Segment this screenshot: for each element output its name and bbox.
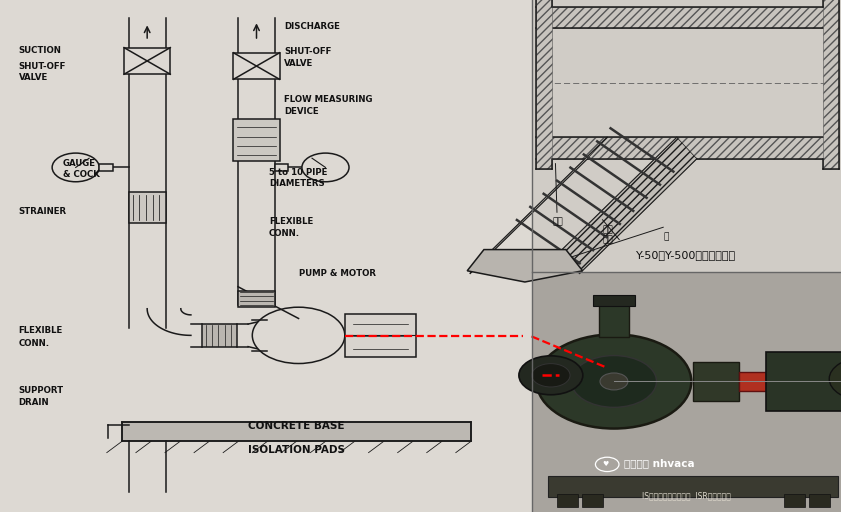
Text: VALVE: VALVE (19, 73, 48, 82)
Bar (202, 324, 237, 347)
Text: CONN.: CONN. (269, 229, 300, 238)
Circle shape (252, 307, 345, 364)
Bar (532, 0, 841, 272)
Bar (532, 272, 841, 512)
Text: SHUT-OFF: SHUT-OFF (19, 61, 66, 71)
Text: 微信号： nhvaca: 微信号： nhvaca (624, 458, 695, 468)
Bar (693, 362, 739, 401)
Text: Y-50～Y-500过滤器的结构: Y-50～Y-500过滤器的结构 (636, 249, 737, 260)
Bar (536, 13, 839, 262)
Text: & COCK: & COCK (63, 170, 100, 179)
Bar (766, 352, 841, 411)
Bar (0, 0, 532, 512)
Polygon shape (560, 137, 696, 273)
Text: DIAMETERS: DIAMETERS (269, 179, 325, 188)
Text: GAUGE: GAUGE (63, 159, 96, 168)
Text: SUCTION: SUCTION (19, 46, 61, 55)
Text: STRAINER: STRAINER (19, 207, 66, 216)
Circle shape (519, 356, 583, 395)
Circle shape (532, 364, 570, 387)
Text: DEVICE: DEVICE (284, 107, 319, 116)
Bar (739, 372, 766, 391)
Text: ISOLATION PADS: ISOLATION PADS (247, 444, 345, 455)
Text: FLOW MEASURING: FLOW MEASURING (284, 95, 373, 104)
Text: SUPPORT: SUPPORT (19, 386, 64, 395)
Polygon shape (468, 249, 583, 282)
Circle shape (302, 153, 349, 182)
Bar (129, 192, 166, 223)
Text: SHUT-OFF: SHUT-OFF (284, 47, 331, 56)
Bar (548, 476, 838, 497)
Text: FLEXIBLE: FLEXIBLE (269, 217, 314, 226)
Circle shape (537, 334, 691, 429)
Circle shape (571, 355, 657, 408)
Bar (122, 422, 471, 441)
Bar (557, 494, 578, 507)
Bar (593, 295, 635, 306)
Text: 壳体: 壳体 (553, 218, 563, 226)
Polygon shape (470, 137, 607, 273)
Text: DISCHARGE: DISCHARGE (284, 22, 340, 31)
Text: VALVE: VALVE (284, 59, 314, 68)
Text: IS系列单极单吸离心泵  ISR系列热水泵: IS系列单极单吸离心泵 ISR系列热水泵 (642, 492, 731, 501)
Bar (809, 494, 830, 507)
Bar (233, 119, 280, 161)
Text: 过滤
部件: 过滤 部件 (602, 225, 613, 244)
Bar (238, 291, 275, 307)
Text: FLEXIBLE: FLEXIBLE (19, 326, 63, 335)
Text: ♥: ♥ (602, 461, 609, 467)
Text: 盖: 盖 (664, 232, 669, 241)
Bar (345, 314, 416, 357)
Bar (582, 494, 603, 507)
Text: PUMP & MOTOR: PUMP & MOTOR (299, 268, 376, 278)
Bar (233, 53, 279, 79)
Text: CONN.: CONN. (19, 339, 50, 348)
Circle shape (600, 373, 628, 390)
Bar (532, 272, 841, 512)
Bar (599, 298, 629, 337)
Circle shape (829, 357, 841, 400)
Bar (784, 494, 805, 507)
Bar (99, 164, 113, 171)
Text: CONCRETE BASE: CONCRETE BASE (248, 421, 344, 431)
Bar (275, 164, 288, 171)
Bar (124, 48, 170, 74)
Circle shape (52, 153, 99, 182)
Text: 5 to 10 PIPE: 5 to 10 PIPE (269, 167, 327, 177)
Text: DRAIN: DRAIN (19, 398, 49, 407)
